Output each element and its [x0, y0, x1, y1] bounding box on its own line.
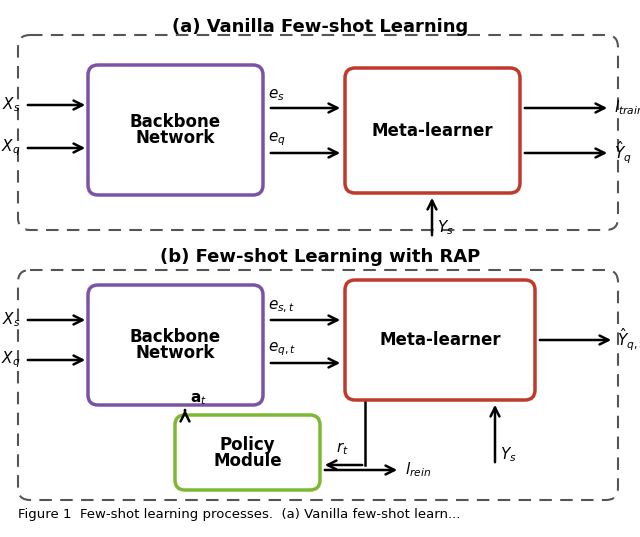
Text: $\mathbf{a}_t$: $\mathbf{a}_t$: [190, 391, 207, 407]
Text: Backbone: Backbone: [130, 113, 221, 131]
Text: $l_{train}$: $l_{train}$: [614, 99, 640, 118]
Text: $X_q$: $X_q$: [1, 350, 20, 371]
FancyBboxPatch shape: [88, 65, 263, 195]
FancyBboxPatch shape: [175, 415, 320, 490]
Text: $X_s$: $X_s$: [1, 96, 20, 114]
Text: $e_{s,t}$: $e_{s,t}$: [268, 299, 295, 315]
Text: $e_s$: $e_s$: [268, 88, 285, 103]
Text: Network: Network: [136, 344, 215, 362]
Text: Figure 1  Few-shot learning processes.  (a) Vanilla few-shot learn...: Figure 1 Few-shot learning processes. (a…: [18, 508, 460, 521]
Text: $X_s$: $X_s$: [1, 310, 20, 329]
Text: $\hat{Y}_q$: $\hat{Y}_q$: [614, 140, 632, 166]
Text: Backbone: Backbone: [130, 328, 221, 346]
Text: (b) Few-shot Learning with RAP: (b) Few-shot Learning with RAP: [160, 248, 480, 266]
Text: $\hat{Y}_{q,t}$: $\hat{Y}_{q,t}$: [617, 326, 640, 353]
Text: $X_q$: $X_q$: [1, 137, 20, 158]
Text: $e_{q,t}$: $e_{q,t}$: [268, 340, 296, 358]
FancyBboxPatch shape: [88, 285, 263, 405]
Text: (a) Vanilla Few-shot Learning: (a) Vanilla Few-shot Learning: [172, 18, 468, 36]
Text: $Y_s$: $Y_s$: [500, 446, 516, 465]
Text: $Y_s$: $Y_s$: [437, 219, 454, 237]
Text: $e_q$: $e_q$: [268, 130, 285, 148]
Text: $r_t$: $r_t$: [335, 440, 348, 457]
FancyBboxPatch shape: [345, 280, 535, 400]
Text: Meta-learner: Meta-learner: [372, 121, 493, 140]
Text: Module: Module: [213, 452, 282, 469]
Text: Meta-learner: Meta-learner: [379, 331, 501, 349]
Text: Policy: Policy: [220, 436, 275, 454]
Text: Network: Network: [136, 129, 215, 147]
FancyBboxPatch shape: [345, 68, 520, 193]
Text: $l_{rein}$: $l_{rein}$: [405, 461, 431, 480]
